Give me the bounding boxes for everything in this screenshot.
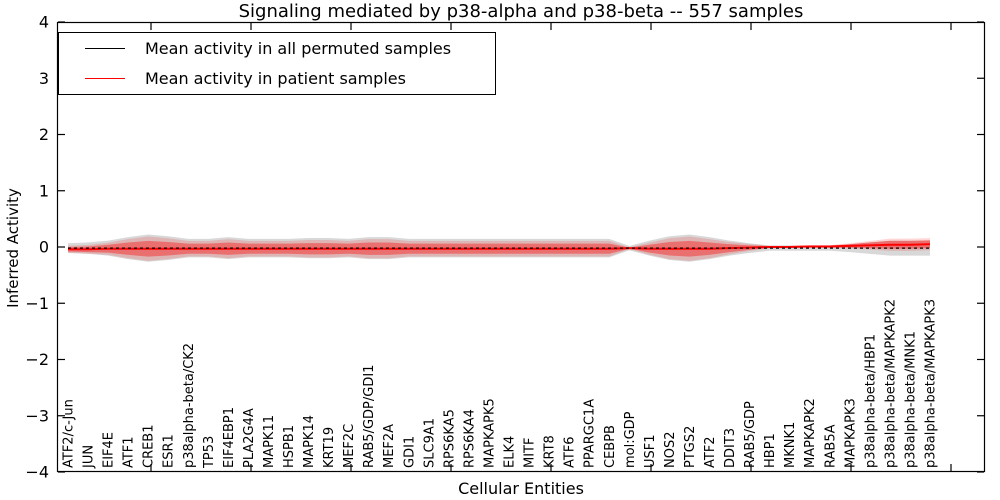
chart-title: Signaling mediated by p38-alpha and p38-…	[238, 1, 804, 22]
y-axis-label: Inferred Activity	[4, 188, 22, 308]
legend-item-permuted: Mean activity in all permuted samples	[59, 34, 495, 63]
x-category-label: MAPKAPK3	[843, 398, 858, 468]
x-category-label: p38alpha-beta/HBP1	[863, 334, 878, 468]
x-category-label: MAPK14	[302, 415, 317, 468]
x-category-label: RAB5A	[823, 424, 838, 468]
x-category-label: ATF2	[703, 436, 718, 468]
legend-line-patient-icon	[85, 78, 125, 79]
x-category-label: p38alpha-beta/MAPKAPK2	[883, 299, 898, 468]
x-category-label: RAB5/GDP/GDI1	[362, 365, 377, 468]
x-category-label: ESR1	[162, 434, 177, 468]
x-category-label: p38alpha-beta/CK2	[182, 343, 197, 468]
x-category-label: RPS6KA5	[442, 409, 457, 468]
x-category-label: SLC9A1	[422, 418, 437, 468]
x-category-label: PPARGC1A	[583, 399, 598, 468]
y-tick-label: 0	[39, 238, 49, 257]
line-patient-mean	[68, 243, 931, 251]
x-category-label: KRT8	[543, 435, 558, 468]
x-category-label: mol:GDP	[623, 411, 638, 468]
y-tick-label: 1	[39, 181, 49, 200]
x-category-label: ELK4	[503, 436, 518, 468]
x-category-label: CREB1	[142, 424, 157, 468]
x-category-label: ATF1	[122, 436, 137, 468]
x-category-label: MAPK11	[262, 415, 277, 468]
x-category-label: EIF4EBP1	[222, 407, 237, 468]
x-category-label: MAPKAPK5	[482, 398, 497, 468]
x-category-label: KRT19	[322, 427, 337, 468]
x-category-label: RPS6KA4	[462, 409, 477, 468]
x-category-label: MITF	[523, 438, 538, 468]
x-category-label: MKNK1	[783, 422, 798, 468]
x-category-label: PTGS2	[683, 426, 698, 468]
x-category-label: ATF6	[563, 436, 578, 468]
plot-border	[56, 21, 986, 473]
x-category-label: HBP1	[763, 433, 778, 468]
legend-line-permuted-icon	[85, 48, 125, 49]
x-category-label: RAB5/GDP	[743, 401, 758, 468]
x-category-label: MAPKAPK2	[803, 398, 818, 468]
x-category-label: p38alpha-beta/MNK1	[903, 331, 918, 468]
x-category-label: EIF4E	[102, 432, 117, 468]
x-category-label: HSPB1	[282, 425, 297, 468]
x-category-label: PLA2G4A	[242, 408, 257, 468]
x-category-label: MEF2C	[342, 424, 357, 468]
x-category-label: JUN	[82, 445, 97, 469]
x-category-label: NOS2	[663, 432, 678, 468]
x-category-label: CEBPB	[603, 425, 618, 468]
y-tick-label: −4	[25, 463, 49, 482]
x-category-label: USF1	[643, 434, 658, 468]
x-category-label: DDIT3	[723, 428, 738, 468]
y-tick-label: −2	[25, 350, 49, 369]
x-category-label: p38alpha-beta/MAPKAPK3	[924, 299, 939, 468]
legend-label-patient: Mean activity in patient samples	[145, 69, 406, 88]
y-tick-label: −1	[25, 294, 49, 313]
y-tick-label: 3	[39, 69, 49, 88]
y-tick-label: 4	[39, 13, 49, 32]
y-tick-label: −3	[25, 406, 49, 425]
x-category-label: TP53	[202, 436, 217, 469]
x-axis-label: Cellular Entities	[458, 479, 584, 498]
x-category-label: ATF2/c-Jun	[62, 399, 77, 468]
x-category-label: MEF2A	[382, 424, 397, 468]
legend-label-permuted: Mean activity in all permuted samples	[145, 39, 452, 58]
y-tick-label: 2	[39, 125, 49, 144]
legend-item-patient: Mean activity in patient samples	[59, 64, 495, 93]
legend: Mean activity in all permuted samples Me…	[58, 32, 496, 95]
x-category-label: GDI1	[402, 436, 417, 468]
